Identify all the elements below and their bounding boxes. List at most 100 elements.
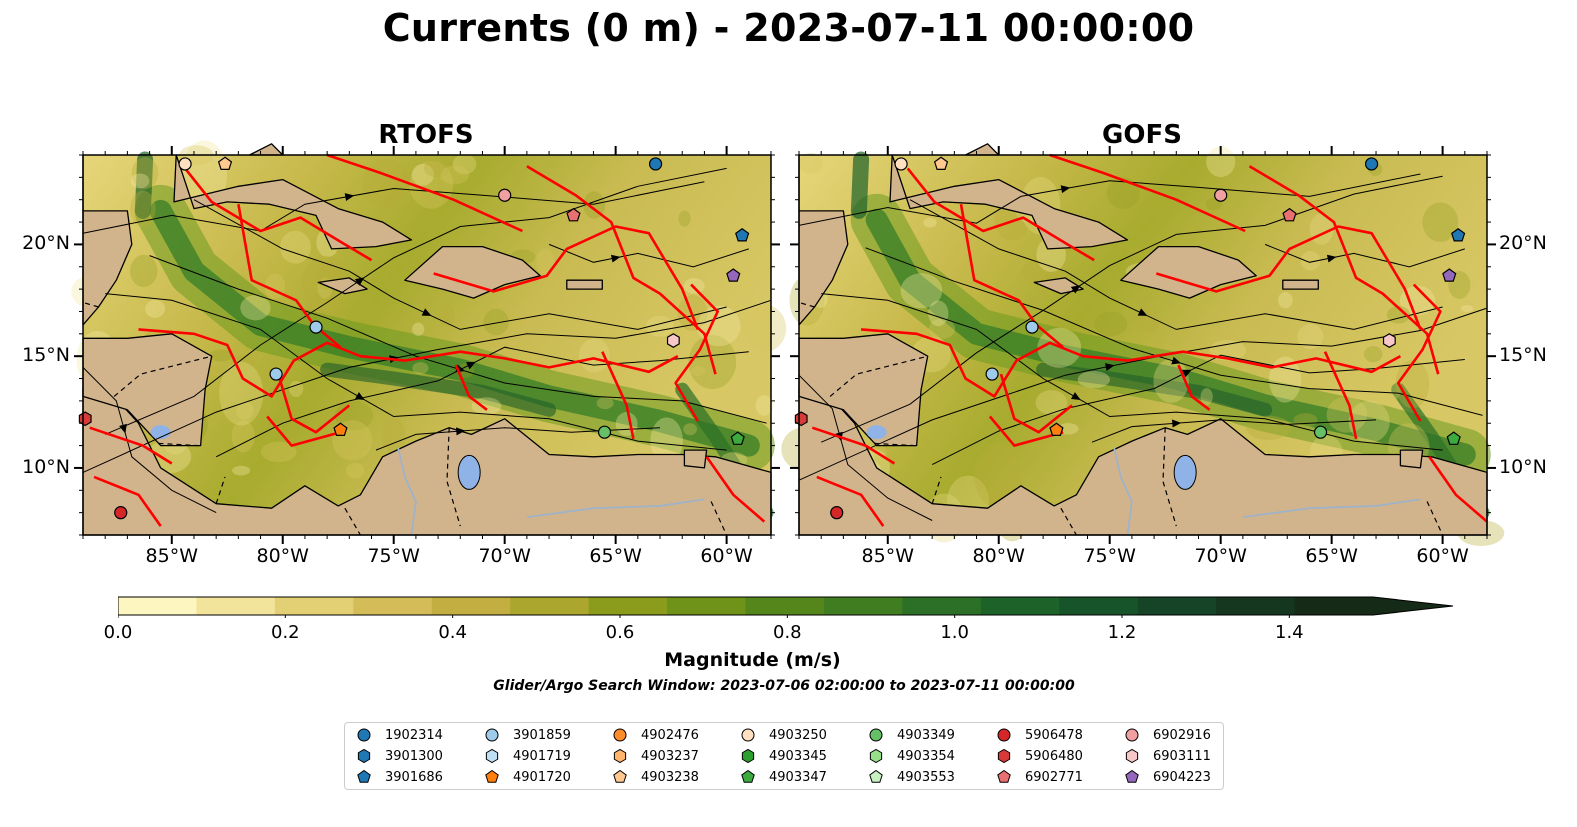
hexagon-marker-icon <box>741 748 755 764</box>
streamline-arrow <box>344 193 355 201</box>
float-marker-6902771 <box>566 207 581 222</box>
float-marker-6903111 <box>1382 333 1396 348</box>
legend-label: 4902476 <box>641 727 699 743</box>
colorbar-outline <box>118 596 1454 616</box>
eez-boundary-line <box>988 415 1064 447</box>
map-frame <box>82 154 772 536</box>
magnitude-patch <box>1035 390 1068 415</box>
magnitude-patch <box>483 308 509 336</box>
hexagon-marker-icon <box>997 748 1011 764</box>
magnitude-patch <box>1125 247 1142 257</box>
colorbar-bin <box>1059 597 1139 615</box>
magnitude-patch <box>1094 311 1128 337</box>
eez-boundary-line <box>1248 165 1440 375</box>
magnitude-patch <box>232 465 251 476</box>
legend-label: 4901720 <box>513 769 571 785</box>
legend-label: 6904223 <box>1153 769 1211 785</box>
colorbar-bin <box>980 597 1060 615</box>
country-border <box>446 427 461 527</box>
magnitude-patch <box>900 273 943 309</box>
eez-boundary-line <box>93 475 162 527</box>
current-jet <box>320 362 557 417</box>
float-marker-1902314 <box>648 157 663 171</box>
magnitude-patch <box>798 152 823 174</box>
land-jamaica <box>317 277 368 295</box>
pentagon-marker-icon <box>997 769 1011 783</box>
lon-tick-label: 70°W <box>478 545 531 567</box>
colorbar-bin <box>667 597 746 615</box>
legend-entry: 4903250 <box>739 725 827 745</box>
colorbar-tick-label: 0.0 <box>103 622 133 643</box>
eez-boundary-line <box>266 415 341 447</box>
lon-tick-label: 75°W <box>367 545 420 567</box>
lon-tick-label: 70°W <box>1194 545 1247 567</box>
streamline-arrow <box>1326 254 1337 263</box>
current-jet <box>865 208 1476 466</box>
lon-tick-label: 60°W <box>700 545 753 567</box>
eez-boundary-line <box>906 167 1095 262</box>
country-border <box>931 476 942 504</box>
hexagon-marker-icon <box>485 748 499 764</box>
colorbar-bin <box>196 597 276 615</box>
magnitude-patch <box>678 210 691 227</box>
colorbar-tick-label: 1.4 <box>1275 622 1304 643</box>
lon-tick-label: 80°W <box>256 545 309 567</box>
eez-boundary-line <box>959 203 1064 349</box>
magnitude-patch <box>1278 291 1293 309</box>
circle-marker-icon <box>357 728 371 742</box>
lat-tick-label-right: 10°N <box>1499 455 1547 478</box>
magnitude-patch <box>381 418 406 454</box>
streamline-arrow <box>1182 369 1192 378</box>
magnitude-patch <box>1021 257 1070 285</box>
eez-boundary-line <box>454 364 488 411</box>
magnitude-patch <box>1300 251 1321 271</box>
legend-entry: 3901859 <box>483 725 571 745</box>
streamline-arrow <box>1171 356 1182 365</box>
colorbar-tick-label: 1.2 <box>1107 622 1137 643</box>
magnitude-patch <box>1399 285 1436 316</box>
eez-boundary-line <box>1396 283 1442 422</box>
eez-boundary-line <box>433 225 700 330</box>
magnitude-patch <box>873 446 887 458</box>
legend-entry: 5906480 <box>995 746 1083 766</box>
eez-boundary-line <box>674 283 719 422</box>
magnitude-patch <box>536 248 555 276</box>
magnitude-patch <box>131 157 159 189</box>
magnitude-patch <box>1348 400 1390 443</box>
streamline-arrow <box>1137 308 1148 316</box>
float-marker-4903250 <box>894 157 908 171</box>
country-border <box>158 442 199 447</box>
land-hispaniola <box>1120 245 1257 299</box>
magnitude-patch <box>1106 177 1140 209</box>
lake-maracaibo <box>1173 454 1197 490</box>
hexagon-marker-icon <box>357 748 371 764</box>
magnitude-patch <box>362 158 410 209</box>
legend-entry: 6902771 <box>995 767 1083 787</box>
streamline <box>82 299 772 473</box>
circle-marker-icon <box>613 728 627 742</box>
colorbar-bin <box>118 597 197 615</box>
magnitude-patch <box>412 362 429 375</box>
eez-boundary-line <box>1155 225 1422 330</box>
float-marker-3901686 <box>1451 228 1466 242</box>
eez-boundary-line <box>1323 351 1358 440</box>
magnitude-patch <box>301 255 349 318</box>
eez-boundary-line <box>1049 153 1246 233</box>
pentagon-marker-icon <box>741 769 755 783</box>
legend-label: 4903347 <box>769 769 827 785</box>
streamline <box>821 175 1443 443</box>
float-marker-3901859 <box>309 320 323 334</box>
legend-label: 4903354 <box>897 748 955 764</box>
magnitude-patch <box>145 299 166 318</box>
colorbar-bin <box>902 597 982 615</box>
map-panel-gofs <box>781 143 1505 547</box>
circle-marker-icon <box>1125 728 1139 742</box>
lat-tick-label-left: 15°N <box>22 344 70 367</box>
magnitude-patch <box>1209 339 1246 361</box>
legend-label: 1902314 <box>385 727 443 743</box>
legend-entry: 5906478 <box>995 725 1083 745</box>
eez-boundary-line <box>277 373 351 434</box>
country-border <box>710 501 728 536</box>
float-marker-6902916 <box>498 188 512 202</box>
land-yucatan <box>82 154 133 326</box>
